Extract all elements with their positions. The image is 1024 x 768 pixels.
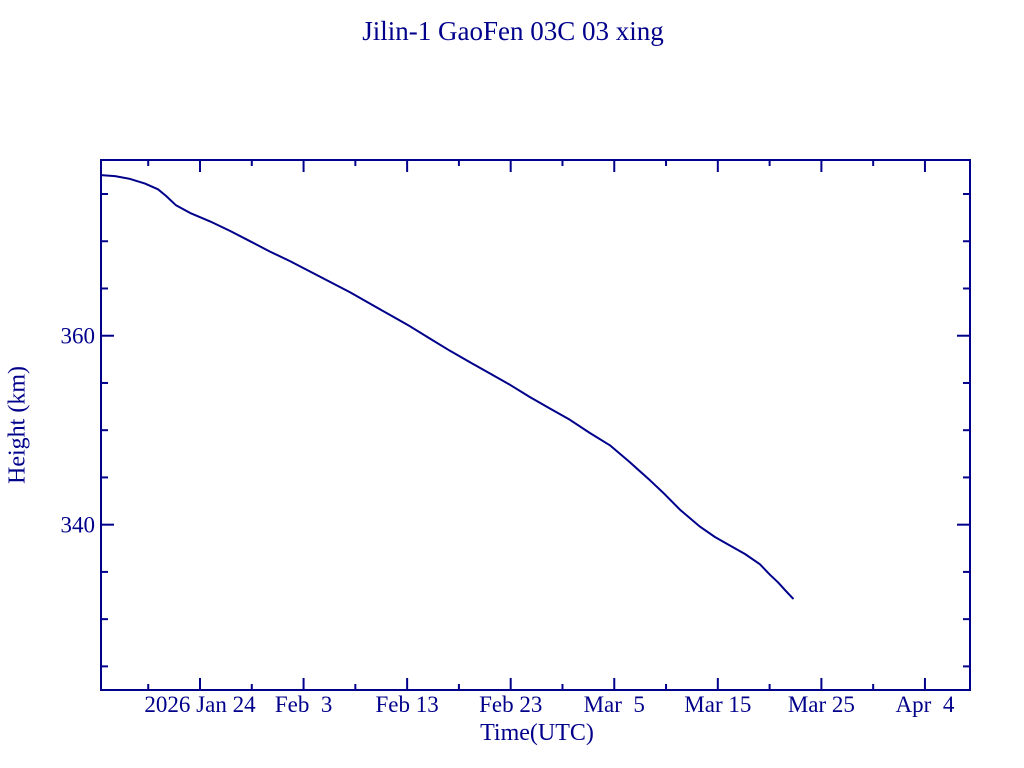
- chart-title: Jilin-1 GaoFen 03C 03 xing: [362, 16, 664, 46]
- y-tick-label: 340: [61, 513, 96, 538]
- x-tick-label: Feb 23: [479, 692, 542, 717]
- x-tick-label: 2026 Jan 24: [144, 692, 256, 717]
- plot-area: 2026 Jan 24 Feb 3 Feb 13 Feb 23 Mar 5 Mar 15 M…: [61, 159, 971, 717]
- x-tick-label: Feb 3: [275, 692, 333, 717]
- x-tick-label: Mar 25: [788, 692, 855, 717]
- plot-frame: [100, 159, 971, 691]
- x-tick-label: Feb 13: [376, 692, 439, 717]
- height-decay-line: [100, 174, 794, 600]
- y-axis-label: Height (km): [4, 366, 30, 484]
- y-tick-label: 360: [61, 324, 96, 349]
- x-tick-label: Mar 15: [684, 692, 751, 717]
- x-tick-label: Mar 5: [584, 692, 645, 717]
- x-axis-label: Time(UTC): [480, 720, 594, 746]
- x-tick-label: Apr 4: [896, 692, 955, 717]
